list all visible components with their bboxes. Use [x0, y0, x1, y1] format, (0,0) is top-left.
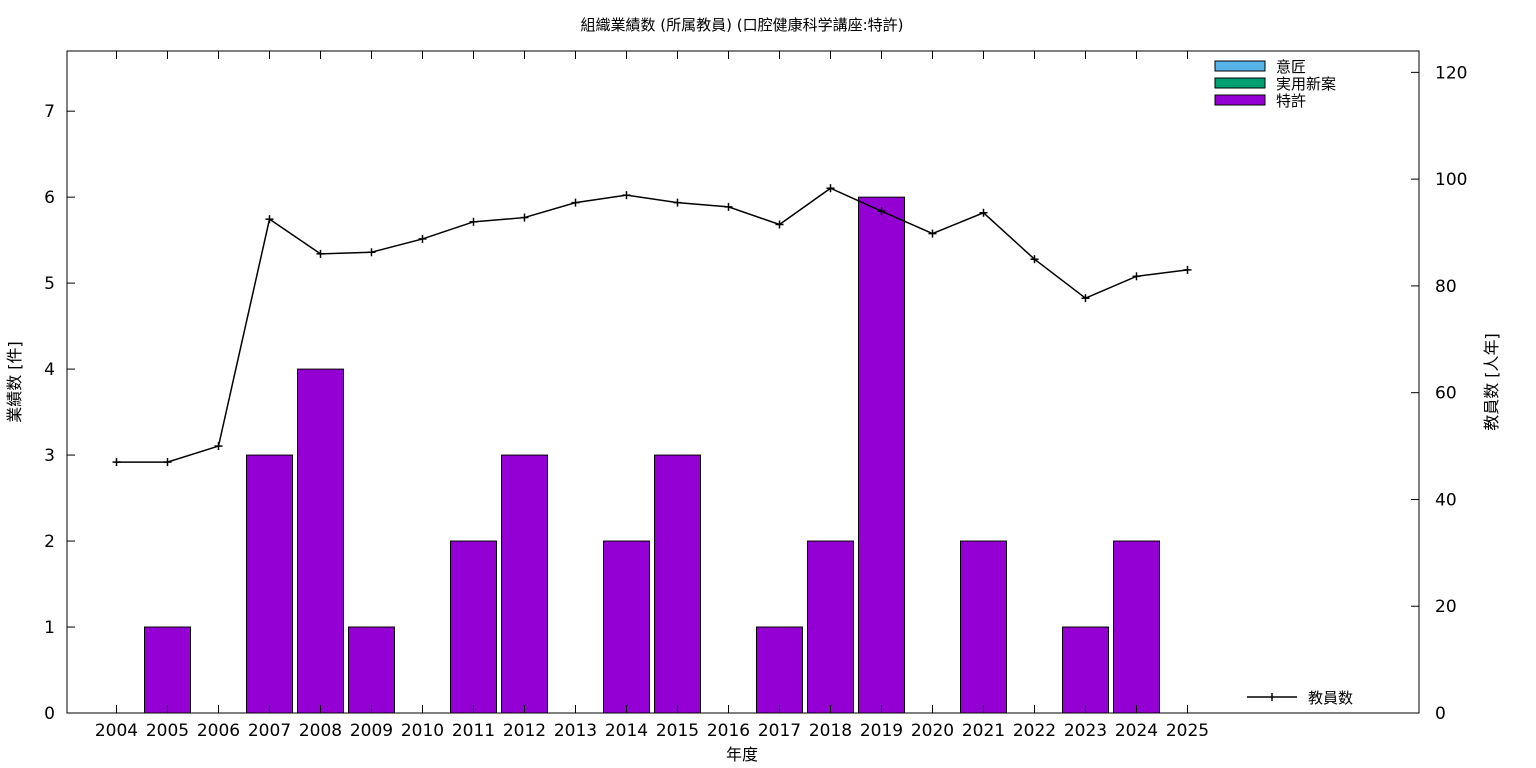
line-point — [928, 229, 937, 238]
line-point — [112, 458, 121, 467]
y-tick-label: 7 — [44, 102, 55, 122]
line-point — [469, 217, 478, 226]
y2-tick-label: 20 — [1435, 597, 1457, 617]
plot-frame — [66, 50, 1420, 714]
line-path — [116, 187, 1188, 463]
x-axis-label: 年度 — [726, 745, 758, 764]
legend-label: 特許 — [1276, 92, 1306, 110]
line-point — [418, 234, 427, 243]
x-tick-label: 2010 — [401, 721, 444, 741]
bar — [348, 626, 395, 714]
legend-swatch — [1214, 60, 1266, 72]
line-point — [775, 220, 784, 229]
bar — [450, 540, 497, 714]
y2-tick-label: 100 — [1435, 170, 1467, 190]
x-tick-label: 2024 — [1115, 721, 1158, 741]
line-point — [622, 191, 631, 200]
x-tick-label: 2025 — [1166, 721, 1209, 741]
line-point — [163, 458, 172, 467]
x-tick-label: 2008 — [299, 721, 342, 741]
line-point — [1132, 272, 1141, 281]
x-tick-label: 2019 — [860, 721, 903, 741]
line-series — [112, 184, 1192, 467]
y2-tick-label: 0 — [1435, 704, 1446, 724]
x-tick-label: 2007 — [248, 721, 291, 741]
x-tick-label: 2015 — [656, 721, 699, 741]
x-tick-label: 2020 — [911, 721, 954, 741]
legend-label: 実用新案 — [1276, 75, 1336, 93]
y-tick-label: 4 — [44, 360, 55, 380]
y-tick-label: 1 — [44, 618, 55, 638]
y-tick-label: 0 — [44, 704, 55, 724]
y2-tick-label: 40 — [1435, 490, 1457, 510]
legend-line: 教員数 — [1247, 689, 1353, 707]
line-point — [214, 442, 223, 451]
x-tick-label: 2022 — [1013, 721, 1056, 741]
legend-swatch — [1214, 77, 1266, 89]
y2-tick-label: 120 — [1435, 63, 1467, 83]
x-tick-label: 2023 — [1064, 721, 1107, 741]
x-tick-label: 2021 — [962, 721, 1005, 741]
y-tick-label: 3 — [44, 446, 55, 466]
bar — [960, 540, 1007, 714]
y-axis-right: 0 20 40 60 80 100 120 — [1411, 63, 1467, 724]
x-tick-label: 2016 — [707, 721, 750, 741]
x-tick-label: 2014 — [605, 721, 648, 741]
y-axis-left: 0 1 2 3 4 5 6 7 — [44, 102, 75, 724]
x-tick-label: 2009 — [350, 721, 393, 741]
line-point — [1081, 294, 1090, 303]
x-tick-label: 2005 — [146, 721, 189, 741]
y-axis-label: 業績数 [件] — [5, 341, 24, 423]
bar — [858, 196, 905, 714]
x-tick-label: 2013 — [554, 721, 597, 741]
bar — [144, 626, 191, 714]
y2-axis-label: 教員数 [人年] — [1482, 333, 1501, 431]
y-tick-label: 5 — [44, 274, 55, 294]
line-point — [265, 215, 274, 224]
x-tick-label: 2006 — [197, 721, 240, 741]
line-point — [826, 184, 835, 193]
line-point — [571, 198, 580, 207]
x-tick-label: 2018 — [809, 721, 852, 741]
x-tick-label: 2011 — [452, 721, 495, 741]
y2-tick-label: 80 — [1435, 277, 1457, 297]
legend-label: 意匠 — [1276, 58, 1306, 76]
bar — [501, 454, 548, 714]
bar — [1062, 626, 1109, 714]
bar — [246, 454, 293, 714]
x-tick-label: 2017 — [758, 721, 801, 741]
x-tick-label: 2012 — [503, 721, 546, 741]
legend-swatch — [1214, 94, 1266, 106]
y-tick-label: 2 — [44, 532, 55, 552]
bar-group — [144, 196, 1160, 714]
bar — [654, 454, 701, 714]
chart-title: 組織業績数 (所属教員) (口腔健康科学講座:特許) — [580, 16, 903, 34]
x-axis: 2004 2005 2006 2007 2008 2009 2010 2011 2012 2013… — [95, 51, 1209, 741]
bar — [603, 540, 650, 714]
line-point — [877, 207, 886, 216]
line-point — [316, 249, 325, 258]
bar — [297, 368, 344, 714]
line-point — [673, 198, 682, 207]
legend-label: 教員数 — [1308, 689, 1353, 707]
line-point — [1030, 255, 1039, 264]
line-point — [979, 208, 988, 217]
line-point — [1183, 265, 1192, 274]
line-point — [520, 213, 529, 222]
x-tick-label: 2004 — [95, 721, 138, 741]
line-point — [367, 248, 376, 257]
line-point — [724, 202, 733, 211]
bar — [1113, 540, 1160, 714]
y-tick-label: 6 — [44, 188, 55, 208]
y2-tick-label: 60 — [1435, 384, 1457, 404]
bar — [756, 626, 803, 714]
bar — [807, 540, 854, 714]
